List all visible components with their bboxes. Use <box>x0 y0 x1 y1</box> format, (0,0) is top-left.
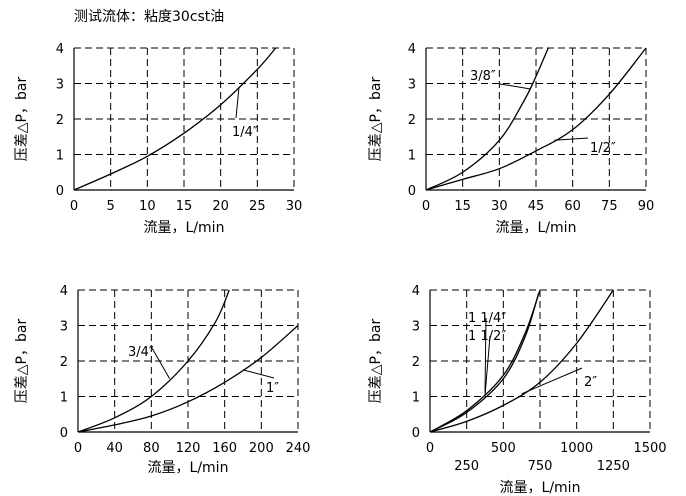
x-axis-title: 流量，L/min <box>144 220 225 236</box>
x-tick-label: 30 <box>491 199 508 214</box>
y-tick-label: 2 <box>56 113 64 128</box>
y-tick-label: 2 <box>412 355 420 370</box>
x-tick-label: 40 <box>106 441 123 456</box>
y-tick-label: 3 <box>412 320 420 335</box>
x-tick-label: 0 <box>70 199 78 214</box>
series-line-1 <box>73 47 277 191</box>
x-tick-label: 120 <box>176 441 201 456</box>
x-tick-label: 30 <box>286 199 303 214</box>
y-axis-title: 压差△P，bar <box>368 77 384 162</box>
y-tick-label: 3 <box>408 78 416 93</box>
y-tick-label: 1 <box>412 391 420 406</box>
x-tick-label: 160 <box>212 441 237 456</box>
series-line-1 <box>425 47 549 191</box>
y-tick-label: 2 <box>60 355 68 370</box>
y-tick-label: 1 <box>408 149 416 164</box>
label-leader-line <box>554 137 589 141</box>
y-tick-label: 4 <box>408 42 416 57</box>
x-tick-label: 80 <box>143 441 160 456</box>
x-tick-label: 250 <box>454 459 479 474</box>
chart-panel-2: 0 15 30 45 60 75 90 0 1 2 3 4 流量，L/min 压差△P，bar 3/8″ 1/… <box>368 42 654 236</box>
x-tick-label: 45 <box>528 199 545 214</box>
series-label: 3/4″ <box>128 345 154 360</box>
y-tick-label: 4 <box>412 284 420 299</box>
y-tick-label: 3 <box>56 78 64 93</box>
chart-panel-3: 0 40 80 120 160 200 240 0 1 2 3 4 流量，L/min 压差△P，bar 3/… <box>14 284 310 476</box>
label-leader-line <box>484 317 487 393</box>
y-tick-label: 1 <box>60 391 68 406</box>
y-tick-label: 2 <box>408 113 416 128</box>
label-leader-line <box>151 347 171 379</box>
label-leader-line <box>484 335 491 396</box>
x-axis-title: 流量，L/min <box>500 480 581 496</box>
x-tick-label: 200 <box>249 441 274 456</box>
y-tick-label: 0 <box>412 426 420 441</box>
x-tick-label: 5 <box>107 199 115 214</box>
series-line-2 <box>77 325 299 433</box>
series-line-2 <box>425 47 647 191</box>
label-leader-line <box>499 83 530 90</box>
y-axis-title: 压差△P，bar <box>14 77 30 162</box>
y-axis-title: 压差△P，bar <box>14 319 30 404</box>
series-line-2 <box>429 293 540 433</box>
x-axis-title: 流量，L/min <box>496 220 577 236</box>
x-tick-label: 0 <box>74 441 82 456</box>
x-tick-label: 750 <box>528 459 553 474</box>
series-label: 1″ <box>266 381 279 396</box>
y-tick-label: 0 <box>408 184 416 199</box>
series-label: 1 1/4″ <box>468 311 506 326</box>
x-axis-title: 流量，L/min <box>148 460 229 476</box>
y-tick-label: 0 <box>60 426 68 441</box>
x-tick-label: 15 <box>176 199 193 214</box>
x-tick-label: 0 <box>426 441 434 456</box>
label-leader-line <box>235 87 240 119</box>
x-tick-label: 500 <box>491 441 516 456</box>
series-line-1 <box>77 289 230 433</box>
x-tick-label: 1000 <box>560 441 593 456</box>
y-tick-label: 1 <box>56 149 64 164</box>
x-tick-label: 75 <box>601 199 618 214</box>
x-tick-label: 25 <box>249 199 266 214</box>
series-line-1 <box>429 289 541 433</box>
series-line-3 <box>429 289 614 433</box>
page-title: 测试流体：粘度30cst油 <box>74 9 225 25</box>
x-tick-label: 15 <box>454 199 471 214</box>
y-tick-label: 4 <box>56 42 64 57</box>
series-label: 3/8″ <box>470 69 496 84</box>
x-tick-label: 20 <box>212 199 229 214</box>
y-tick-label: 4 <box>60 284 68 299</box>
y-tick-label: 3 <box>60 320 68 335</box>
x-tick-label: 1500 <box>633 441 666 456</box>
y-tick-label: 0 <box>56 184 64 199</box>
x-tick-label: 1250 <box>597 459 630 474</box>
x-tick-label: 0 <box>422 199 430 214</box>
label-leader-line <box>242 369 275 379</box>
series-label: 2″ <box>584 375 597 390</box>
x-tick-label: 10 <box>139 199 156 214</box>
x-tick-label: 60 <box>564 199 581 214</box>
series-label: 1 1/2″ <box>468 329 506 344</box>
x-tick-label: 240 <box>286 441 311 456</box>
chart-panel-1: 0 5 10 15 20 25 30 0 1 2 3 4 流量，L/min 压差△P，bar 1/4″ <box>14 42 302 236</box>
y-axis-title: 压差△P，bar <box>368 319 384 404</box>
label-leader-line <box>521 367 583 395</box>
series-label: 1/2″ <box>590 141 616 156</box>
series-label: 1/4″ <box>232 125 258 140</box>
x-tick-label: 90 <box>638 199 655 214</box>
